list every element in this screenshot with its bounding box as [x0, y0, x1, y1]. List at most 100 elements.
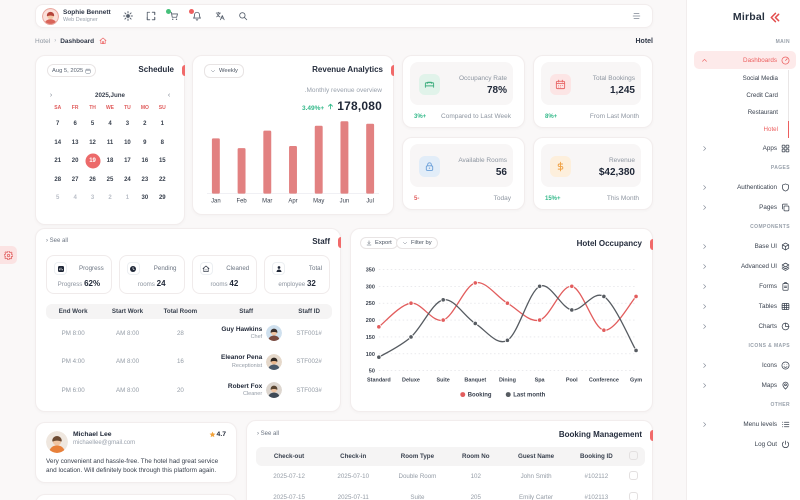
sidebar-item-label: Apps [762, 144, 777, 152]
menu-toggle-icon[interactable] [631, 11, 642, 21]
calendar-day[interactable]: 23 [141, 176, 149, 183]
stat-value: $42,380 [598, 167, 635, 178]
arrow-up-icon [327, 103, 334, 110]
calendar-day[interactable]: 7 [56, 121, 60, 127]
calendar-day[interactable]: 20 [71, 158, 79, 164]
export-button[interactable]: Export [360, 237, 398, 249]
stat-label: Occupancy Rate [458, 75, 507, 82]
home-icon[interactable] [99, 37, 107, 45]
calendar-day[interactable]: 27 [71, 176, 79, 183]
row-checkbox[interactable] [628, 471, 638, 480]
calendar-day[interactable]: 2 [143, 121, 147, 127]
calendar-prev-button[interactable]: › [49, 92, 53, 99]
booking-checkin: 2025-07-10 [337, 473, 370, 480]
sidebar-item-forms[interactable]: Forms [687, 276, 800, 296]
sidebar-subitem-hotel[interactable]: Hotel [687, 121, 800, 138]
calendar-day[interactable]: 16 [141, 158, 149, 164]
calendar-day[interactable]: 4 [108, 121, 112, 127]
calendar-day[interactable]: 5 [56, 195, 60, 201]
calendar-day[interactable]: 12 [89, 139, 96, 146]
revenue-range-value: Weekly [219, 68, 238, 74]
sidebar-item-pages[interactable]: Pages [687, 197, 800, 217]
sidebar-item-base-ui[interactable]: Base UI [687, 236, 800, 256]
calendar-day[interactable]: 11 [106, 139, 114, 146]
staff-row[interactable]: PM 4:00 AM 8:00 16 Eleanor Pena Reception… [46, 348, 332, 377]
booking-row[interactable]: 2025-07-12 2025-07-10 Double Room 102 Jo… [256, 466, 645, 487]
sidebar-item-label: Authentication [737, 183, 777, 191]
sidebar-item-maps[interactable]: Maps [687, 375, 800, 395]
sidebar-item-tables[interactable]: Tables [687, 296, 800, 316]
calendar-day[interactable]: 1 [160, 121, 164, 127]
sidebar-item-authentication[interactable]: Authentication [687, 177, 800, 197]
lock-icon [419, 156, 440, 177]
staff-table: End Work Start Work Total Room Staff Staff I… [46, 304, 332, 405]
staff-stat-value: Progress 62% [57, 279, 101, 288]
cart-icon[interactable] [166, 8, 179, 21]
calendar-day[interactable]: 3 [125, 121, 130, 127]
staff-row[interactable]: PM 8:00 AM 8:00 28 Guy Hawkins Chef STF00… [46, 319, 332, 348]
sidebar-item-apps[interactable]: Apps [687, 138, 800, 158]
calendar-day[interactable]: 14 [54, 139, 62, 146]
calendar-day[interactable]: 9 [143, 139, 147, 146]
calendar-day[interactable]: 13 [71, 139, 79, 146]
select-all-checkbox[interactable] [628, 451, 638, 460]
calendar-day[interactable]: 22 [158, 176, 166, 183]
stat-desc: Compared to Last Week [441, 113, 511, 120]
translate-icon[interactable] [215, 11, 225, 21]
staff-row[interactable]: PM 6:00 AM 8:00 20 Robert Fox Cleaner STF… [46, 376, 332, 405]
stat-card-occupancy-rate: Occupancy Rate 78% 3%+ Compared to Last W… [402, 55, 525, 128]
breadcrumb-current[interactable]: Dashboard [60, 37, 95, 45]
sidebar-subitem-social-media[interactable]: Social Media [687, 70, 800, 87]
main-content: Sophie Bennett Web Designer Hotel › Dash… [0, 0, 686, 500]
calendar-day[interactable]: 3 [90, 195, 95, 201]
staff-role: Cleaner [242, 391, 263, 398]
calendar-next-button[interactable]: ‹ [167, 92, 171, 99]
booking-id: #102112 [584, 473, 609, 480]
calendar-day[interactable]: 30 [141, 195, 149, 201]
user-menu[interactable]: Sophie Bennett Web Designer [42, 7, 111, 25]
layers-icon [781, 262, 790, 271]
calendar-day[interactable]: 28 [54, 176, 62, 183]
sidebar-subitem-credit-card[interactable]: Credit Card [687, 87, 800, 104]
calendar-day[interactable]: 4 [73, 195, 77, 201]
date-picker-input[interactable]: Aug 5, 2025 [47, 64, 96, 77]
calendar-day[interactable]: 10 [124, 139, 131, 146]
calendar-day[interactable]: 18 [106, 158, 114, 164]
calendar-day[interactable]: 21 [54, 158, 62, 164]
row-checkbox[interactable] [628, 492, 638, 500]
calendar-day-selected[interactable]: 19 [84, 152, 101, 171]
sidebar-item-dashboards[interactable]: Dashboards [687, 50, 800, 70]
sidebar-item-icons[interactable]: Icons [687, 355, 800, 375]
breadcrumb-parent[interactable]: Hotel [35, 37, 51, 45]
calendar-day[interactable]: 5 [90, 121, 95, 127]
calendar-day[interactable]: 6 [73, 121, 77, 127]
search-icon[interactable] [238, 11, 248, 21]
calendar-day[interactable]: 26 [89, 176, 96, 183]
sidebar-item-charts[interactable]: Charts [687, 316, 800, 336]
calendar-day[interactable]: 8 [160, 139, 164, 146]
theme-customizer-button[interactable] [0, 246, 17, 264]
calendar-day[interactable]: 15 [158, 158, 166, 164]
reviewer-avatar [46, 431, 68, 453]
calendar-day[interactable]: 2 [108, 195, 112, 201]
booking-col-header: Check-out [256, 447, 323, 466]
sidebar-logo[interactable]: Mirbal [687, 0, 800, 34]
calendar-day[interactable]: 25 [106, 176, 114, 183]
booking-row[interactable]: 2025-07-15 2025-07-11 Suite 205 Emily Ca… [256, 487, 645, 500]
calendar-day[interactable]: 24 [124, 176, 131, 183]
sun-icon[interactable] [122, 11, 133, 21]
filter-by-select[interactable]: Filter by [396, 237, 438, 249]
revenue-range-select[interactable]: Weekly [204, 64, 244, 78]
fullscreen-icon[interactable] [146, 11, 156, 21]
bell-icon[interactable] [189, 8, 202, 21]
staff-see-all-link[interactable]: › See all [46, 238, 69, 244]
staff-stat-total: Total employee 32 [264, 255, 330, 294]
calendar-day[interactable]: 29 [158, 195, 166, 201]
booking-see-all-link[interactable]: › See all [257, 431, 280, 437]
sidebar-item-log-out[interactable]: Log Out [687, 434, 800, 454]
sidebar-item-menu-levels[interactable]: Menu levels [687, 414, 800, 434]
sidebar-item-advanced-ui[interactable]: Advanced UI [687, 256, 800, 276]
calendar-day[interactable]: 17 [124, 158, 131, 164]
sidebar-subitem-restaurant[interactable]: Restaurant [687, 104, 800, 121]
calendar-day[interactable]: 1 [125, 195, 130, 201]
